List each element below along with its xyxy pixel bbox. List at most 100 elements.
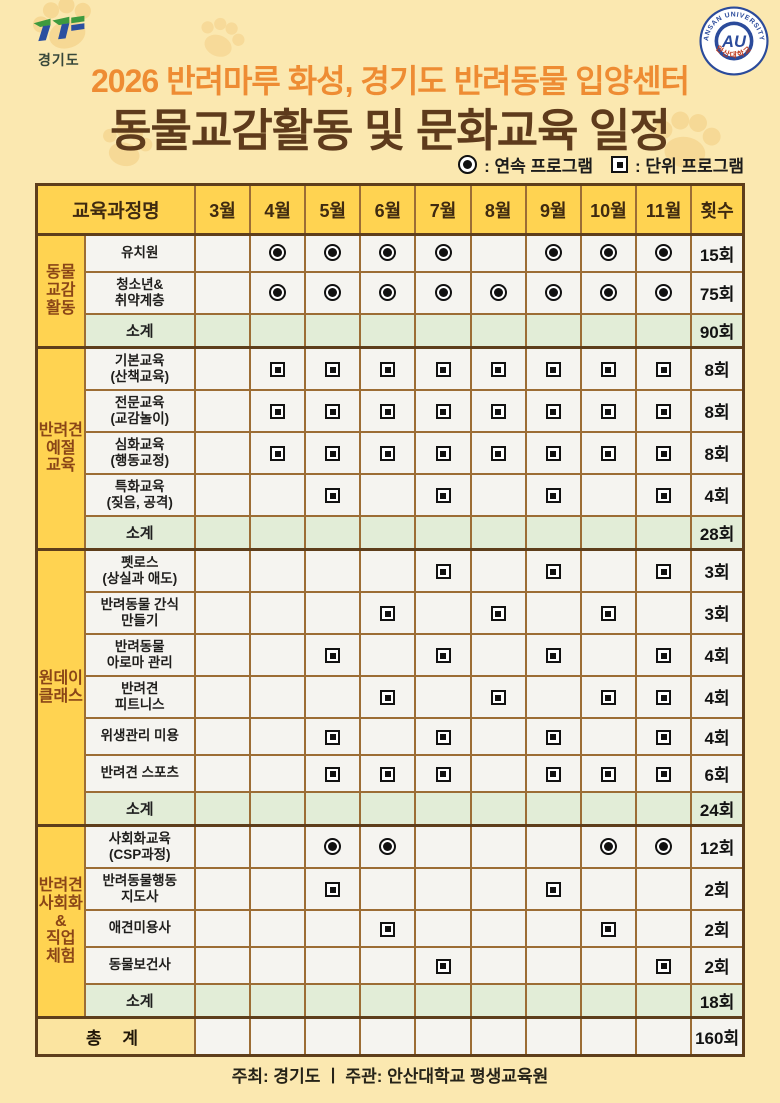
unit-program-icon bbox=[435, 766, 451, 782]
month-cell bbox=[635, 753, 693, 793]
month-header: 8월 bbox=[469, 183, 527, 236]
schedule-table-wrap: 교육과정명 3월 4월 5월 6월 7월 8월 9월 10월 11월 횟수 동물 교감 활동 유치원 15회… bbox=[35, 183, 745, 1057]
course-label: 기본교육 (산책교육) bbox=[83, 346, 196, 391]
month-cell bbox=[249, 346, 307, 391]
course-label: 반려견 스포츠 bbox=[83, 753, 196, 793]
month-cell bbox=[635, 430, 693, 475]
unit-program-icon bbox=[545, 446, 561, 461]
month-cell bbox=[524, 824, 582, 869]
month-cell bbox=[469, 388, 527, 433]
poster-title-line2: 동물교감활동 및 문화교육 일정 bbox=[110, 105, 671, 156]
month-cell bbox=[249, 233, 307, 273]
month-cell bbox=[304, 824, 362, 869]
month-cell bbox=[414, 866, 472, 911]
month-cell bbox=[304, 908, 362, 948]
count-cell: 4회 bbox=[690, 472, 745, 517]
unit-program-icon bbox=[325, 648, 341, 663]
continuous-program-icon bbox=[324, 283, 342, 301]
month-cell bbox=[414, 753, 472, 793]
unit-program-icon bbox=[325, 488, 341, 503]
unit-program-icon bbox=[656, 564, 672, 580]
unit-program-icon bbox=[490, 606, 506, 621]
course-label: 펫로스 (상실과 애도) bbox=[83, 548, 196, 593]
course-label: 반려동물행동 지도사 bbox=[83, 866, 196, 911]
unit-program-icon bbox=[545, 404, 561, 419]
unit-program-icon bbox=[545, 648, 561, 663]
month-header: 6월 bbox=[359, 183, 417, 236]
unit-program-icon bbox=[435, 488, 451, 503]
month-cell bbox=[579, 945, 638, 985]
total-month-cell bbox=[249, 1016, 307, 1057]
month-cell bbox=[469, 233, 527, 273]
month-cell bbox=[304, 945, 362, 985]
month-cell bbox=[635, 674, 693, 719]
month-cell bbox=[304, 270, 362, 315]
count-cell: 15회 bbox=[690, 233, 745, 273]
month-cell bbox=[359, 716, 417, 756]
month-cell bbox=[469, 716, 527, 756]
subtotal-month-cell bbox=[635, 790, 693, 827]
month-cell bbox=[524, 674, 582, 719]
month-cell bbox=[359, 270, 417, 315]
count-cell: 2회 bbox=[690, 908, 745, 948]
total-month-cell bbox=[304, 1016, 362, 1057]
unit-program-icon bbox=[656, 362, 672, 378]
month-cell bbox=[524, 233, 582, 273]
legend-continuous-label: : 연속 프로그램 bbox=[484, 157, 594, 176]
unit-program-icon bbox=[656, 958, 672, 974]
month-cell bbox=[635, 590, 693, 635]
month-cell bbox=[414, 945, 472, 985]
count-cell: 2회 bbox=[690, 866, 745, 911]
count-cell: 12회 bbox=[690, 824, 745, 869]
month-cell bbox=[579, 716, 638, 756]
month-cell bbox=[193, 590, 252, 635]
month-cell bbox=[524, 716, 582, 756]
month-header: 5월 bbox=[304, 183, 362, 236]
course-label: 반려견 피트니스 bbox=[83, 674, 196, 719]
continuous-program-icon bbox=[434, 244, 452, 262]
month-cell bbox=[524, 472, 582, 517]
month-cell bbox=[249, 824, 307, 869]
continuous-program-icon bbox=[544, 244, 562, 262]
month-cell bbox=[414, 674, 472, 719]
month-cell bbox=[579, 866, 638, 911]
month-cell bbox=[635, 632, 693, 677]
total-label: 총 계 bbox=[35, 1016, 196, 1057]
month-cell bbox=[524, 866, 582, 911]
course-label: 유치원 bbox=[83, 233, 196, 273]
unit-program-icon bbox=[270, 404, 286, 419]
month-header: 7월 bbox=[414, 183, 472, 236]
month-cell bbox=[249, 945, 307, 985]
subtotal-month-cell bbox=[579, 982, 638, 1019]
unit-program-icon bbox=[435, 729, 451, 745]
total-month-cell bbox=[359, 1016, 417, 1057]
month-cell bbox=[193, 866, 252, 911]
unit-program-icon bbox=[656, 488, 672, 503]
gyeonggi-symbol-icon bbox=[33, 15, 85, 42]
month-cell bbox=[414, 233, 472, 273]
month-cell bbox=[635, 548, 693, 593]
unit-program-icon bbox=[545, 362, 561, 378]
month-cell bbox=[469, 824, 527, 869]
month-cell bbox=[193, 472, 252, 517]
subtotal-month-cell bbox=[193, 790, 252, 827]
subtotal-month-cell bbox=[304, 312, 362, 349]
month-cell bbox=[469, 908, 527, 948]
subtotal-month-cell bbox=[524, 982, 582, 1019]
unit-program-icon bbox=[656, 690, 672, 705]
month-cell bbox=[635, 270, 693, 315]
course-label: 동물보건사 bbox=[83, 945, 196, 985]
month-header: 11월 bbox=[635, 183, 693, 236]
month-cell bbox=[193, 388, 252, 433]
unit-program-icon bbox=[600, 446, 616, 461]
unit-program-icon bbox=[656, 446, 672, 461]
unit-program-icon bbox=[380, 606, 396, 621]
month-header: 4월 bbox=[249, 183, 307, 236]
count-header: 횟수 bbox=[690, 183, 745, 236]
course-label: 위생관리 미용 bbox=[83, 716, 196, 756]
month-cell bbox=[304, 716, 362, 756]
continuous-program-icon bbox=[269, 283, 287, 301]
month-cell bbox=[304, 866, 362, 911]
unit-program-icon bbox=[600, 404, 616, 419]
unit-program-icon bbox=[545, 882, 561, 897]
